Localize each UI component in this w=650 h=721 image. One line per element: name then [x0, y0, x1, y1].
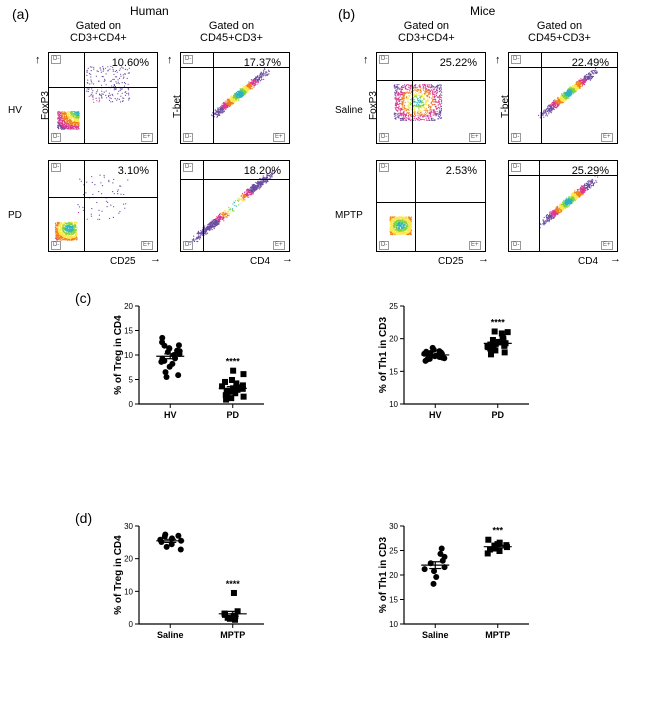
arrow-up-a2: ↑: [167, 54, 173, 66]
flow-mp-treg: 2.53% D- D- E+: [376, 160, 486, 252]
panel-a-label: (a): [12, 6, 29, 22]
quad-marker: D-: [183, 133, 193, 142]
quad-marker: D-: [511, 241, 521, 250]
quad-marker: D-: [379, 241, 389, 250]
arrow-up-b2: ↑: [495, 54, 501, 66]
panel-c-label: (c): [75, 290, 91, 306]
pct-label: 25.22%: [440, 57, 477, 69]
chart-c-th1: 10152025HV PD ****% of Th1 in CD3: [370, 298, 535, 428]
pct-label: 18.20%: [244, 165, 281, 177]
gate-a1: Gated on CD3+CD4+: [70, 20, 127, 44]
quad-marker: D-: [183, 241, 193, 250]
panel-b-label: (b): [338, 6, 355, 22]
quad-marker: E+: [469, 241, 481, 250]
axis-cd4-b: CD4: [578, 256, 598, 267]
quad-marker: E+: [141, 241, 153, 250]
quad-marker: D-: [511, 133, 521, 142]
pct-label: 17.37%: [244, 57, 281, 69]
chart-ytitle: % of Th1 in CD3: [378, 306, 389, 404]
flow-mp-th1: 25.29% D- D- E+: [508, 160, 618, 252]
quad-marker: D-: [51, 163, 61, 172]
quad-marker: E+: [141, 133, 153, 142]
row-mptp: MPTP: [335, 210, 363, 221]
flow-hv-th1: 17.37% D- D- E+: [180, 52, 290, 144]
arrow-r-a2: →: [282, 253, 293, 265]
chart-ytitle: % of Treg in CD4: [113, 526, 124, 624]
quad-marker: D-: [183, 55, 193, 64]
mice-title: Mice: [470, 4, 495, 18]
gate-b1: Gated on CD3+CD4+: [398, 20, 455, 44]
flow-hv-treg: 10.60% D- D- E+: [48, 52, 158, 144]
pct-label: 25.29%: [572, 165, 609, 177]
pct-label: 22.49%: [572, 57, 609, 69]
row-saline: Saline: [335, 105, 363, 116]
quad-marker: E+: [273, 241, 285, 250]
chart-d-th1: 1015202530Saline MPTP ***% of Th1 in CD3: [370, 518, 535, 648]
arrow-r-b2: →: [610, 253, 621, 265]
axis-cd25-b: CD25: [438, 256, 464, 267]
quad-marker: D-: [379, 133, 389, 142]
arrow-r-a1: →: [150, 253, 161, 265]
axis-cd4-a: CD4: [250, 256, 270, 267]
gate-a2: Gated on CD45+CD3+: [200, 20, 263, 44]
axis-cd25-a: CD25: [110, 256, 136, 267]
chart-d-treg: 0102030Saline MPTP ****% of Treg in CD4: [105, 518, 270, 648]
row-hv: HV: [8, 105, 22, 116]
chart-ytitle: % of Treg in CD4: [113, 306, 124, 404]
flow-pd-th1: 18.20% D- D- E+: [180, 160, 290, 252]
flow-pd-treg: 3.10% D- D- E+: [48, 160, 158, 252]
panel-d-label: (d): [75, 510, 92, 526]
arrow-up-b: ↑: [363, 54, 369, 66]
quad-marker: D-: [379, 55, 389, 64]
quad-marker: D-: [183, 163, 193, 172]
flow-sal-treg: 25.22% D- D- E+: [376, 52, 486, 144]
quad-marker: D-: [511, 163, 521, 172]
quad-marker: D-: [51, 241, 61, 250]
pct-label: 10.60%: [112, 57, 149, 69]
quad-marker: E+: [273, 133, 285, 142]
quad-marker: E+: [601, 133, 613, 142]
quad-marker: D-: [511, 55, 521, 64]
pct-label: 2.53%: [446, 165, 477, 177]
gate-b2: Gated on CD45+CD3+: [528, 20, 591, 44]
quad-marker: D-: [51, 133, 61, 142]
arrow-up-a: ↑: [35, 54, 41, 66]
chart-c-treg: 05101520HV PD ****% of Treg in CD4: [105, 298, 270, 428]
chart-ytitle: % of Th1 in CD3: [378, 526, 389, 624]
flow-sal-th1: 22.49% D- D- E+: [508, 52, 618, 144]
pct-label: 3.10%: [118, 165, 149, 177]
human-title: Human: [130, 4, 169, 18]
quad-marker: D-: [379, 163, 389, 172]
row-pd: PD: [8, 210, 22, 221]
quad-marker: E+: [601, 241, 613, 250]
quad-marker: D-: [51, 55, 61, 64]
quad-marker: E+: [469, 133, 481, 142]
arrow-r-b1: →: [478, 253, 489, 265]
